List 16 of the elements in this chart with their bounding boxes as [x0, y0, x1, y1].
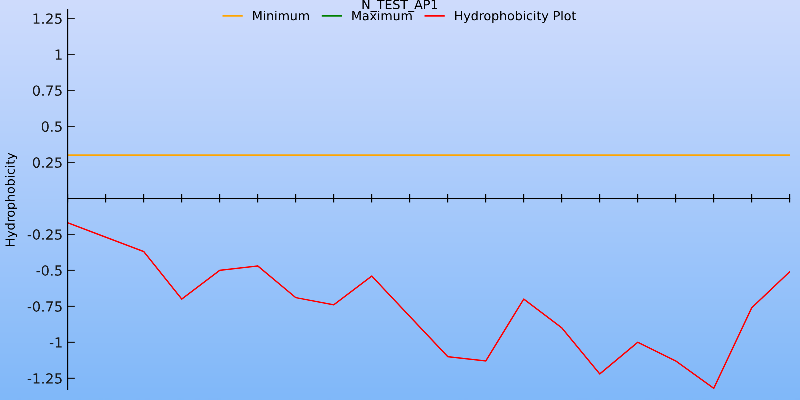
y-tick-label: -0.25 — [28, 230, 62, 240]
y-tick-label: -1.25 — [28, 373, 62, 384]
y-tick-label: -0.75 — [28, 301, 62, 312]
y-tick-label: -1 — [50, 338, 62, 348]
legend-label: Maximum — [352, 11, 412, 21]
legend-label: Minimum — [253, 11, 310, 21]
y-tick-label: -0.5 — [36, 266, 62, 276]
y-axis-title: Hydrophobicity — [5, 152, 18, 246]
y-tick-label: 0.25 — [33, 158, 62, 168]
y-tick-label: 1 — [56, 50, 62, 60]
line-series — [68, 222, 790, 390]
y-tick-label: 1.25 — [34, 14, 62, 24]
y-tick-label: 0.75 — [33, 86, 62, 96]
legend-label: Hydrophobicity Plot — [455, 11, 576, 24]
chart-title: N_TEST_AP1 — [362, 0, 438, 12]
y-tick-label: 0.5 — [42, 122, 62, 132]
